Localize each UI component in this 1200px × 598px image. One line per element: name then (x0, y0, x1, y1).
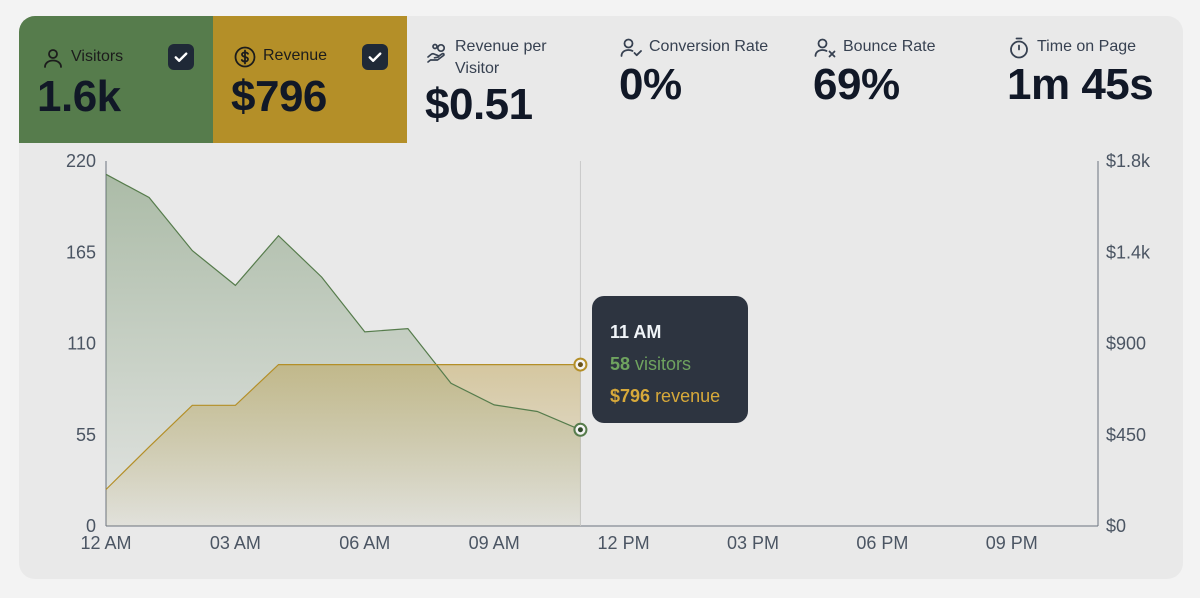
x-tick-label: 06 PM (856, 533, 908, 553)
chart-tooltip: 11 AM 58 visitors $796 revenue (592, 296, 748, 423)
y-right-tick-label: $450 (1106, 425, 1146, 445)
metrics-bar: Visitors 1.6k Revenue $796 (19, 16, 1183, 143)
visitors-hover-point-center (577, 427, 583, 433)
dollar-circle-icon (233, 45, 257, 69)
metric-time-on-page[interactable]: Time on Page 1m 45s (985, 16, 1183, 143)
y-right-tick-label: $1.8k (1106, 151, 1151, 171)
chart-area[interactable]: 220 165 110 55 0 $1.8k $1.4k $900 $450 $0 12 AM 03 … (19, 143, 1183, 579)
metric-value: 1.6k (37, 72, 121, 121)
metric-label: Time on Page (1037, 38, 1137, 55)
y-left-tick-label: 55 (76, 425, 96, 445)
x-tick-label: 03 PM (727, 533, 779, 553)
check-icon (368, 52, 382, 62)
tooltip-time: 11 AM (610, 322, 662, 342)
visitors-line (105, 173, 581, 431)
y-right-tick-label: $0 (1106, 516, 1126, 536)
metric-visitors[interactable]: Visitors 1.6k (19, 16, 213, 143)
x-tick-label: 12 PM (598, 533, 650, 553)
visitors-checkbox[interactable] (168, 44, 194, 70)
chart-svg[interactable]: 220 165 110 55 0 $1.8k $1.4k $900 $450 $0 12 AM 03 … (19, 143, 1183, 579)
user-check-icon (619, 36, 643, 60)
metric-label: Visitors (71, 48, 124, 65)
tooltip-visitors-unit: visitors (635, 354, 692, 374)
analytics-card: Visitors 1.6k Revenue $796 (19, 16, 1183, 579)
y-left-tick-label: 165 (66, 242, 96, 262)
x-tick-label: 06 AM (339, 533, 390, 553)
metric-conversion-rate[interactable]: Conversion Rate 0% (597, 16, 791, 143)
hand-coins-icon (425, 42, 449, 66)
metric-value: 0% (619, 60, 682, 109)
y-right-tick-label: $1.4k (1106, 242, 1151, 262)
x-tick-label: 09 AM (469, 533, 520, 553)
tooltip-revenue-value: $796 (610, 386, 651, 406)
tooltip-revenue: $796 revenue (610, 380, 730, 412)
tooltip-revenue-unit: revenue (655, 386, 721, 406)
y-left-tick-label: 0 (86, 516, 96, 536)
revenue-line (105, 364, 581, 490)
x-tick-label: 09 PM (986, 533, 1038, 553)
check-icon (174, 52, 188, 62)
user-icon (41, 46, 65, 70)
tooltip-visitors-value: 58 (610, 354, 631, 374)
metric-label: Revenue (263, 47, 328, 64)
x-tick-label: 03 AM (210, 533, 261, 553)
revenue-checkbox[interactable] (362, 44, 388, 70)
revenue-area (106, 364, 581, 526)
user-x-icon (813, 36, 837, 60)
metric-label: Revenue per Visitor (455, 38, 547, 77)
revenue-hover-point-center (577, 362, 583, 368)
metric-label: Bounce Rate (843, 38, 936, 55)
y-left-tick-label: 110 (67, 334, 96, 354)
stopwatch-icon (1007, 36, 1031, 60)
metric-revenue[interactable]: Revenue $796 (213, 16, 407, 143)
metric-value: 1m 45s (1007, 60, 1154, 109)
metric-value: $796 (231, 72, 327, 121)
x-tick-label: 12 AM (80, 533, 131, 553)
tooltip-visitors: 58 visitors (610, 348, 730, 380)
metric-value: 69% (813, 60, 900, 109)
y-left-tick-label: 220 (66, 151, 96, 171)
metric-bounce-rate[interactable]: Bounce Rate 69% (791, 16, 985, 143)
metric-value: $0.51 (425, 80, 533, 129)
y-right-tick-label: $900 (1106, 334, 1146, 354)
metric-label: Conversion Rate (649, 38, 769, 55)
metric-revenue-per-visitor[interactable]: Revenue per Visitor $0.51 (407, 16, 597, 143)
